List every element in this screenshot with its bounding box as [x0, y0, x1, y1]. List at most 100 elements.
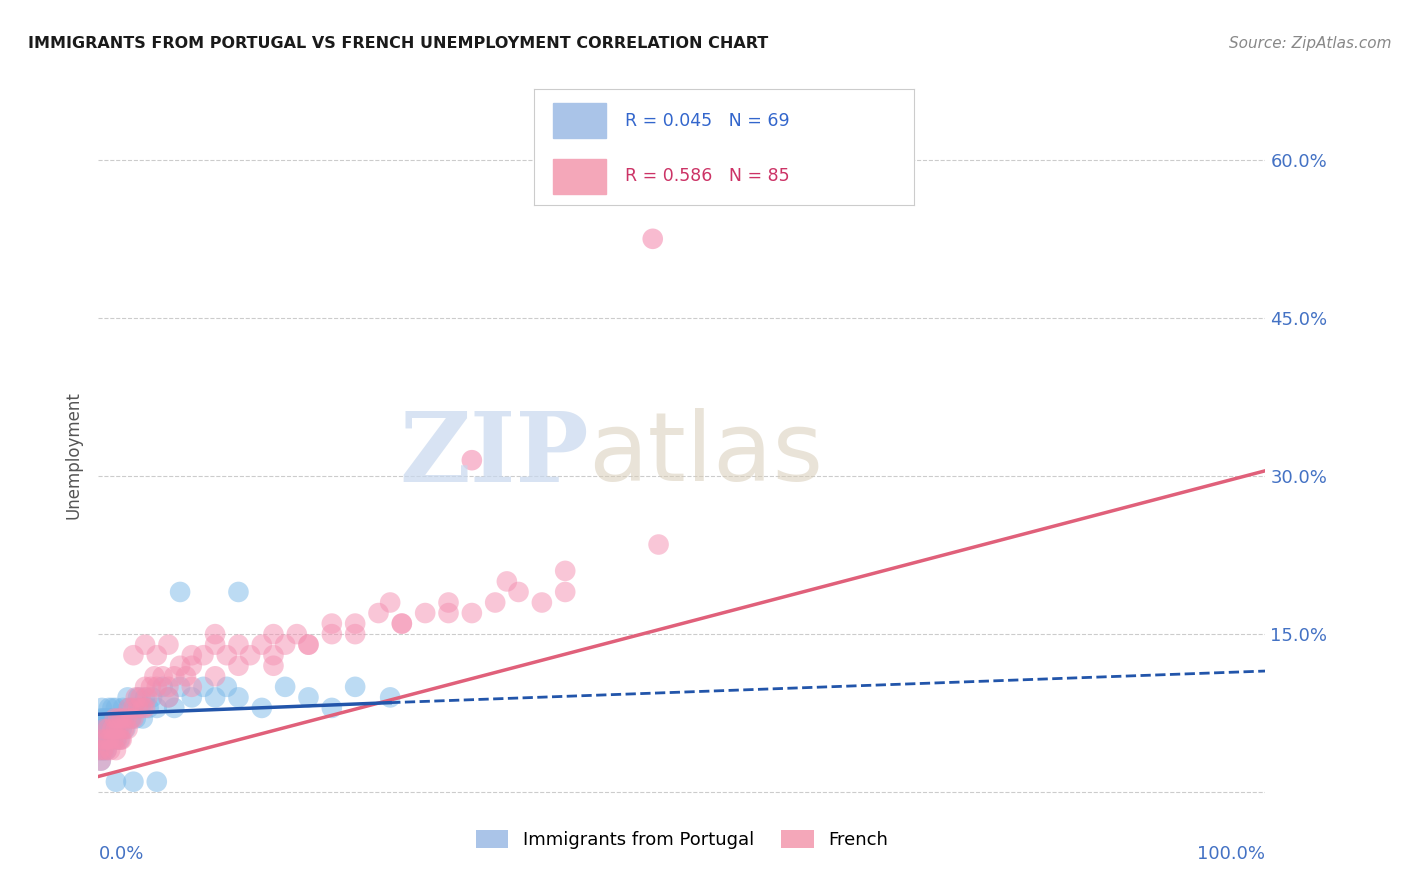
Point — [96, 743, 118, 757]
Point — [508, 585, 530, 599]
Point — [104, 743, 127, 757]
Point — [169, 585, 191, 599]
Point — [97, 732, 120, 747]
Point — [105, 732, 128, 747]
Point — [228, 658, 250, 673]
Point — [104, 722, 127, 736]
Point — [89, 743, 111, 757]
Point — [118, 701, 141, 715]
Point — [378, 595, 402, 609]
Point — [157, 680, 180, 694]
Point — [122, 701, 145, 715]
Point — [108, 722, 131, 736]
Point — [108, 732, 131, 747]
Point — [274, 680, 297, 694]
Point — [111, 711, 134, 725]
Point — [97, 732, 120, 747]
Point — [122, 701, 145, 715]
Point — [134, 680, 156, 694]
Point — [98, 743, 121, 757]
Point — [127, 701, 149, 715]
Point — [146, 648, 169, 663]
Point — [285, 627, 308, 641]
Text: IMMIGRANTS FROM PORTUGAL VS FRENCH UNEMPLOYMENT CORRELATION CHART: IMMIGRANTS FROM PORTUGAL VS FRENCH UNEMP… — [28, 36, 768, 51]
Point — [215, 648, 238, 663]
Point — [484, 595, 506, 609]
Point — [125, 690, 148, 705]
Point — [250, 701, 273, 715]
Point — [152, 680, 174, 694]
Point — [204, 627, 226, 641]
Point — [139, 680, 162, 694]
Point — [134, 690, 156, 705]
Point — [117, 690, 139, 705]
Point — [262, 658, 284, 673]
Text: atlas: atlas — [589, 409, 824, 501]
Point — [90, 743, 112, 757]
Point — [228, 638, 250, 652]
Point — [378, 690, 402, 705]
Point — [297, 638, 319, 652]
Point — [89, 743, 111, 757]
Point — [90, 754, 112, 768]
Point — [122, 648, 145, 663]
Point — [96, 743, 118, 757]
Point — [262, 627, 284, 641]
Point — [104, 711, 127, 725]
Point — [104, 701, 127, 715]
Y-axis label: Unemployment: Unemployment — [65, 391, 83, 519]
Point — [127, 690, 149, 705]
Point — [461, 453, 484, 467]
Point — [204, 638, 226, 652]
Point — [530, 595, 553, 609]
Point — [101, 722, 124, 736]
Point — [163, 669, 186, 683]
Point — [129, 690, 152, 705]
Point — [115, 711, 138, 725]
Point — [250, 638, 273, 652]
Point — [143, 669, 166, 683]
Point — [228, 690, 250, 705]
Point — [118, 701, 141, 715]
Point — [204, 690, 226, 705]
Point — [90, 711, 112, 725]
Point — [321, 627, 343, 641]
Point — [344, 627, 367, 641]
Point — [321, 616, 343, 631]
Point — [107, 722, 129, 736]
Point — [101, 732, 124, 747]
Point — [297, 638, 319, 652]
Point — [104, 732, 127, 747]
Point — [163, 701, 186, 715]
Point — [169, 658, 191, 673]
Point — [367, 606, 389, 620]
Point — [104, 774, 127, 789]
Point — [98, 732, 121, 747]
Point — [122, 774, 145, 789]
Point — [228, 585, 250, 599]
Point — [90, 754, 112, 768]
Point — [239, 648, 262, 663]
Point — [132, 711, 155, 725]
Text: ZIP: ZIP — [399, 408, 589, 502]
Point — [554, 585, 576, 599]
Point — [117, 722, 139, 736]
Point — [146, 680, 169, 694]
Point — [101, 701, 124, 715]
Point — [93, 722, 115, 736]
Point — [110, 711, 132, 725]
Point — [93, 722, 115, 736]
Point — [193, 680, 215, 694]
Point — [157, 690, 180, 705]
Point — [461, 606, 484, 620]
Point — [132, 701, 155, 715]
Point — [495, 574, 517, 589]
Point — [391, 616, 413, 631]
Point — [94, 732, 117, 747]
Legend: Immigrants from Portugal, French: Immigrants from Portugal, French — [468, 822, 896, 856]
Point — [136, 690, 159, 705]
Point — [91, 711, 114, 725]
Point — [89, 722, 111, 736]
Point — [111, 732, 134, 747]
Point — [129, 701, 152, 715]
